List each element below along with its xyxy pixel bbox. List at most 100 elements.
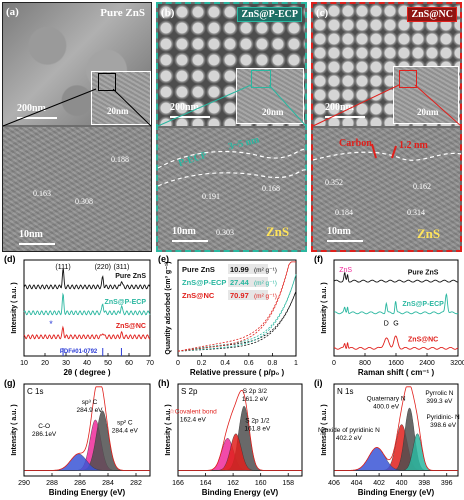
panel-letter-c: (c) [316,7,329,19]
x-tick-label: 0.2 [197,360,207,367]
x-tick-label: 30 [62,360,70,367]
impurity-marker: * [49,319,53,329]
isotherm-line [177,261,296,352]
legend-unit: (m² g⁻¹) [254,293,277,300]
fringe-c-2: 0.162 [413,182,431,191]
tag-pure-zns: Pure ZnS [100,7,145,19]
fringe-c-3: 0.184 [335,208,353,217]
peak-name: S 2p 3/2 [243,388,268,395]
inset-scale-c: 20nm [417,107,439,117]
fringe-b-2: 0.168 [262,184,280,193]
peak-name: sp³ C [82,399,98,406]
peak-value: 284.4 eV [112,427,139,434]
core-label-b: ZnS [266,224,290,239]
peak-label: (311) [114,264,130,271]
x-axis-label: Binding Energy (eV) [358,488,435,497]
peak-name: ☆Covalent bond [169,407,217,415]
x-tick-label: 0.4 [220,360,230,367]
panel-a: (a) Pure ZnS 200nm 20nm 0.188 0.163 0.30… [2,2,152,252]
tem-image-c [313,128,460,250]
legend-value-bg [228,277,268,287]
y-axis-label: Intensity ( a.u. ) [11,404,18,455]
peak-value: 286.1eV [32,431,57,438]
annotation: G [393,320,398,327]
x-tick-label: 0.8 [268,360,278,367]
x-tick-label: 0.6 [244,360,254,367]
peak-value: 402.2 eV [336,435,363,442]
isotherm-line [177,261,296,352]
x-tick-label: 0 [176,360,180,367]
chart-d: 10 20 30 40 50 60 70 2θ ( degree ) Intensity ( a… [4,254,154,377]
x-tick-label: 164 [200,480,212,487]
chart-e: 0 0.2 0.4 0.6 0.8 1 Relative pressure ( p/p₀ )… [158,254,298,377]
x-tick-label: 2400 [419,360,435,367]
legend-value-bg [228,264,268,274]
peak-label: (111) [55,264,70,271]
series-label: ZnS@P-ECP [105,299,147,306]
panel-c: (c) ZnS@NC 200nm 20nm Carbon 1.2 nm 0.35… [311,2,462,252]
x-axis-label: 2θ ( degree ) [63,368,110,377]
sem-scalebar-c [325,116,365,118]
x-tick-label: 396 [441,480,453,487]
peak-value: 284.9 eV [77,407,104,414]
annotation: ZnS [339,267,352,274]
x-axis-label: Binding Energy (eV) [49,488,126,497]
sem-scalebar-a [17,117,57,119]
series-label: Pure ZnS [115,273,146,280]
legend-value-bg [228,290,268,300]
fringe-b-1: 0.191 [202,192,220,201]
legend-value: 27.44 [230,278,250,287]
peak-value: 400.0 eV [373,404,400,411]
legend-unit: (m² g⁻¹) [254,267,277,274]
chart-title: C 1s [27,387,43,396]
x-tick-label: 166 [172,480,184,487]
x-tick-label: 1 [294,360,298,367]
x-tick-label: 158 [282,480,294,487]
raman-series-line [333,335,459,350]
coat-label-c: Carbon [339,138,372,149]
peak-label: (220) [95,264,111,271]
sem-scalebar-b [170,116,210,118]
coat-thickness-c: 1.2 nm [399,140,428,151]
x-tick-label: 284 [102,480,114,487]
peak-value: 161.8 eV [244,426,271,433]
peak-name: Pyrrolic N [425,390,453,397]
y-axis-label: Intensity ( a.u. ) [321,282,328,333]
legend-value: 10.99 [230,265,249,274]
plot-frame-g [23,383,151,477]
legend-name: ZnS@NC [182,291,215,300]
chart-title: S 2p [181,387,198,396]
chart-letter: (h) [158,378,170,388]
legend-unit: (m² g⁻¹) [254,280,277,287]
sem-scale-a: 200nm [17,103,46,114]
y-axis-label: Intensity ( a.u. ) [321,404,328,455]
x-tick-label: 160 [255,480,267,487]
peak-value: 398.6 eV [430,422,457,429]
y-axis-label: Intensity ( a.u. ) [11,282,18,333]
plot-frame-e [177,259,297,357]
x-tick-label: 406 [328,480,340,487]
xrd-series-line [23,292,151,316]
tag-zns-nc: ZnS@NC [407,7,457,22]
series-label: ZnS@NC [116,323,146,330]
chart-i: 406 404 402 400 398 396 Binding Energy (eV) Int… [314,378,460,497]
chart-g: 290 288 286 284 282 Binding Energy (eV) Intens… [4,378,151,497]
chart-letter: (d) [4,254,16,264]
x-tick-label: 800 [359,360,371,367]
raman-series-line [333,292,459,315]
peak-name: Quaternary N [367,396,406,403]
panel-b: (b) ZnS@P-ECP 200nm 20nm P-ECP 3~5 nm 0.… [156,2,307,252]
panel-letter-b: (b) [161,7,175,19]
xps-envelope [24,386,150,471]
tem-scale-c: 10nm [327,226,351,237]
peak-value: 161.2 eV [242,396,269,403]
x-tick-label: 1600 [388,360,404,367]
x-tick-label: 3200 [450,360,464,367]
peak-name: Pyridinic- N [427,414,461,421]
raman-series-line [333,272,458,283]
chart-f: 0 800 1600 2400 3200 Raman shift ( cm⁻¹ ) Inte… [314,254,464,377]
chart-letter: (f) [314,254,323,264]
x-tick-label: 60 [125,360,133,367]
tem-scalebar-b [172,240,208,242]
